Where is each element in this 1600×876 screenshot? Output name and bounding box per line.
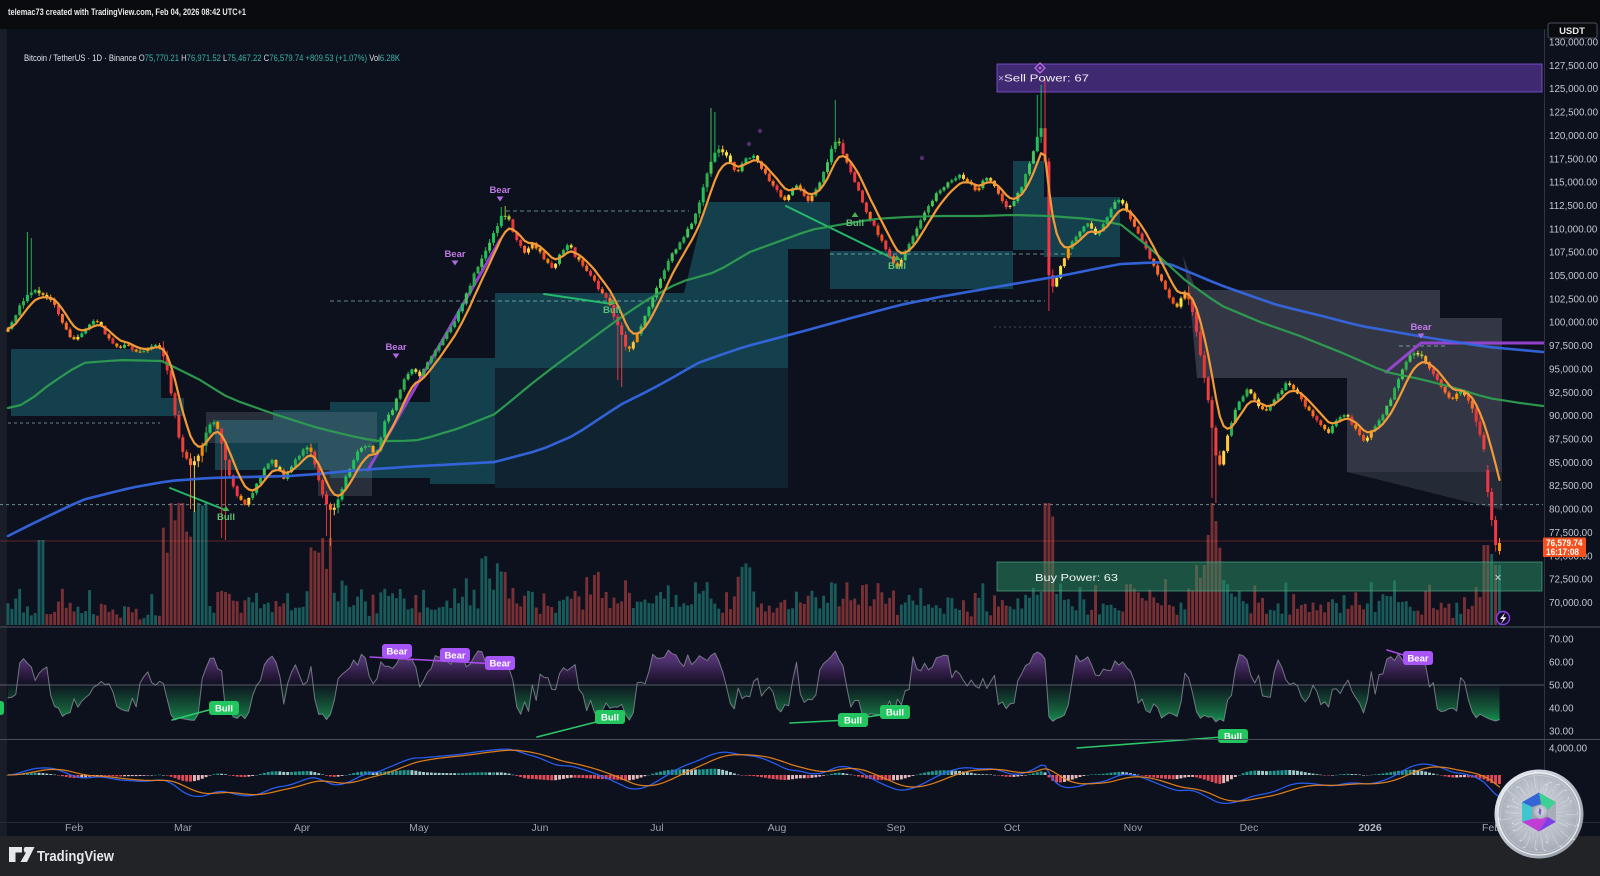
svg-text:30.00: 30.00	[1549, 727, 1574, 738]
svg-text:telemac73 created with Trading: telemac73 created with TradingView.com, …	[8, 7, 247, 18]
svg-text:120,000.00: 120,000.00	[1549, 131, 1599, 142]
svg-text:Bull: Bull	[844, 716, 862, 727]
svg-text:85,000.00: 85,000.00	[1549, 458, 1593, 469]
svg-text:×: ×	[998, 74, 1004, 85]
svg-text:70,000.00: 70,000.00	[1549, 598, 1593, 609]
svg-text:Bear: Bear	[1410, 322, 1431, 333]
svg-text:Bull: Bull	[846, 218, 864, 229]
svg-text:Dec: Dec	[1240, 822, 1259, 834]
svg-text:Bull: Bull	[886, 708, 904, 719]
svg-text:Sell Power: 67: Sell Power: 67	[1004, 73, 1089, 85]
svg-text:95,000.00: 95,000.00	[1549, 365, 1593, 376]
svg-text:×: ×	[1494, 571, 1501, 585]
svg-text:112,500.00: 112,500.00	[1549, 201, 1598, 212]
svg-text:4,000.00: 4,000.00	[1549, 744, 1588, 755]
svg-text:Bear: Bear	[1407, 654, 1428, 665]
svg-text:130,000.00: 130,000.00	[1549, 38, 1599, 49]
svg-text:2026: 2026	[1358, 822, 1382, 834]
svg-text:Bull: Bull	[215, 704, 233, 715]
svg-text:Jun: Jun	[532, 822, 549, 834]
svg-text:Oct: Oct	[1004, 822, 1020, 834]
svg-text:122,500.00: 122,500.00	[1549, 108, 1599, 119]
svg-text:Feb: Feb	[1482, 822, 1500, 834]
svg-text:USDT: USDT	[1559, 26, 1585, 37]
svg-text:Bear: Bear	[444, 651, 465, 662]
svg-text:Bull: Bull	[888, 261, 906, 272]
svg-text:105,000.00: 105,000.00	[1549, 271, 1599, 282]
svg-text:100,000.00: 100,000.00	[1549, 318, 1599, 329]
svg-text:Bear: Bear	[385, 342, 406, 353]
svg-text:76,579.74: 76,579.74	[1546, 538, 1583, 549]
svg-text:50.00: 50.00	[1549, 681, 1574, 692]
svg-text:Buy Power: 63: Buy Power: 63	[1035, 572, 1118, 584]
svg-text:Sep: Sep	[887, 822, 906, 834]
svg-text:Bull: Bull	[1224, 732, 1242, 743]
svg-text:40.00: 40.00	[1549, 704, 1574, 715]
svg-text:115,000.00: 115,000.00	[1549, 178, 1598, 189]
svg-text:Mar: Mar	[174, 822, 193, 834]
svg-text:87,500.00: 87,500.00	[1549, 435, 1593, 446]
svg-text:90,000.00: 90,000.00	[1549, 411, 1593, 422]
svg-text:80,000.00: 80,000.00	[1549, 505, 1593, 516]
svg-text:Bitcoin / TetherUS · 1D · Bina: Bitcoin / TetherUS · 1D · Binance O75,77…	[24, 53, 401, 64]
svg-text:Apr: Apr	[294, 822, 311, 834]
svg-text:Nov: Nov	[1124, 822, 1143, 834]
svg-text:Bull: Bull	[603, 305, 621, 316]
svg-text:Bear: Bear	[386, 647, 407, 658]
svg-text:82,500.00: 82,500.00	[1549, 481, 1593, 492]
svg-text:102,500.00: 102,500.00	[1549, 294, 1599, 305]
svg-text:92,500.00: 92,500.00	[1549, 388, 1593, 399]
svg-text:70.00: 70.00	[1549, 635, 1574, 646]
svg-text:Jul: Jul	[650, 822, 663, 834]
svg-text:Bull: Bull	[217, 512, 235, 523]
svg-text:117,500.00: 117,500.00	[1549, 154, 1598, 165]
svg-text:Feb: Feb	[65, 822, 83, 834]
svg-text:Bear: Bear	[489, 659, 510, 670]
svg-text:TradingView: TradingView	[37, 849, 115, 865]
svg-text:107,500.00: 107,500.00	[1549, 248, 1599, 259]
svg-text:Bear: Bear	[444, 249, 465, 260]
svg-text:60.00: 60.00	[1549, 658, 1574, 669]
svg-text:125,000.00: 125,000.00	[1549, 84, 1599, 95]
svg-text:110,000.00: 110,000.00	[1549, 224, 1598, 235]
svg-text:May: May	[409, 822, 430, 834]
svg-text:72,500.00: 72,500.00	[1549, 575, 1593, 586]
svg-text:Bull: Bull	[601, 713, 619, 724]
svg-text:97,500.00: 97,500.00	[1549, 341, 1593, 352]
svg-text:77,500.00: 77,500.00	[1549, 528, 1593, 539]
svg-text:Bear: Bear	[489, 185, 510, 196]
svg-text:127,500.00: 127,500.00	[1549, 61, 1599, 72]
svg-text:Aug: Aug	[768, 822, 787, 834]
svg-text:16:17:08: 16:17:08	[1546, 547, 1579, 557]
